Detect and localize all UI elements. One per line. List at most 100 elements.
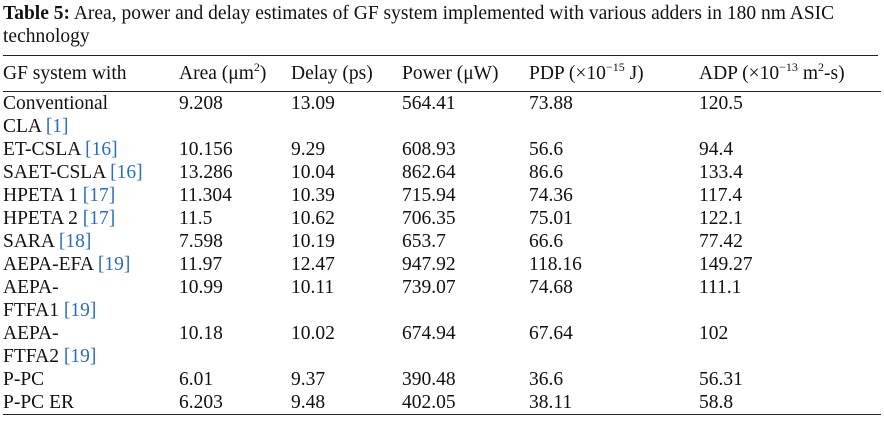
table-row: HPETA 1 [17] 11.304 10.39 715.94 74.36 117.4 [3,184,881,207]
cell-system: HPETA 1 [17] [3,184,179,207]
cell-delay: 9.37 [291,369,326,390]
cell-delay: 10.19 [291,231,335,252]
table-header: GF system with Area (μm2) Delay (ps) Pow… [3,56,881,92]
header-system: GF system with [3,56,179,92]
citation-link[interactable]: [16] [110,162,143,183]
citation-link[interactable]: [18] [58,231,92,252]
table-caption-label: Table 5: [3,3,71,24]
table-row: ET-CSLA [16] 10.156 9.29 608.93 56.6 94.4 [3,138,881,161]
cell-area: 7.598 [179,231,223,252]
citation-link[interactable]: [19] [63,300,97,321]
system-name-cont: FTFA2 [3,346,59,367]
citation-link[interactable]: [17] [82,208,116,229]
cell-power: 564.41 [402,93,456,114]
cell-area: 6.01 [179,369,214,390]
system-name-cont: FTFA1 [3,300,59,321]
cell-area: 10.156 [179,139,233,160]
cell-system: HPETA 2 [17] [3,207,179,230]
cell-system: SARA [18] [3,230,179,253]
cell-power: 739.07 [402,277,456,298]
citation-link[interactable]: [1] [45,116,69,137]
cell-system: SAET-CSLA [16] [3,161,179,184]
cell-area: 10.18 [179,323,223,344]
cell-area: 11.5 [179,208,213,229]
cell-area: 11.304 [179,185,232,206]
cell-system: P-PC ER [3,391,179,415]
table-row: Conventional CLA [1] 9.208 13.09 564.41 73.88… [3,92,881,139]
cell-area: 10.99 [179,277,223,298]
cell-power: 947.92 [402,254,456,275]
cell-system: ET-CSLA [16] [3,138,179,161]
cell-pdp: 74.36 [529,185,573,206]
cell-area: 13.286 [179,162,233,183]
header-pdp: PDP (×10−15 J) [529,56,699,92]
table-row: AEPA-EFA [19] 11.97 12.47 947.92 118.16 149.2… [3,253,881,276]
header-area: Area (μm2) [179,56,291,92]
cell-pdp: 75.01 [529,208,573,229]
cell-system: AEPA- FTFA2 [19] [3,322,179,368]
table-row: P-PC ER 6.203 9.48 402.05 38.11 58.8 [3,391,881,415]
cell-delay: 10.02 [291,323,335,344]
cell-area: 11.97 [179,254,223,275]
header-delay: Delay (ps) [291,56,402,92]
cell-delay: 10.04 [291,162,335,183]
cell-adp: 149.27 [699,254,753,275]
cell-delay: 9.29 [291,139,326,160]
cell-pdp: 66.6 [529,231,564,252]
system-name: SAET-CSLA [3,162,106,183]
system-name: HPETA 1 [3,185,78,206]
cell-area: 9.208 [179,93,223,114]
header-adp: ADP (×10−13 m2-s) [699,56,881,92]
system-name-cont: CLA [3,116,41,137]
table-top-rule [3,55,878,56]
citation-link[interactable]: [17] [82,185,116,206]
cell-delay: 12.47 [291,254,335,275]
cell-system: P-PC [3,368,179,391]
table-row: SARA [18] 7.598 10.19 653.7 66.6 77.42 [3,230,881,253]
table-row: HPETA 2 [17] 11.5 10.62 706.35 75.01 122.1 [3,207,881,230]
cell-pdp: 67.64 [529,323,573,344]
cell-pdp: 38.11 [529,391,699,415]
cell-system: Conventional CLA [1] [3,92,179,139]
cell-delay: 10.11 [291,277,335,298]
citation-link[interactable]: [16] [85,139,118,160]
system-name: P-PC ER [3,392,74,413]
cell-adp: 102 [699,323,729,344]
cell-adp: 77.42 [699,231,743,252]
cell-pdp: 86.6 [529,162,564,183]
table-row: P-PC 6.01 9.37 390.48 36.6 56.31 [3,368,881,391]
cell-adp: 58.8 [699,391,881,415]
header-row: GF system with Area (μm2) Delay (ps) Pow… [3,56,881,92]
table-body: Conventional CLA [1] 9.208 13.09 564.41 73.88… [3,92,881,415]
table-row: AEPA- FTFA2 [19] 10.18 10.02 674.94 67.64 102 [3,322,881,368]
system-name: AEPA- [3,277,59,298]
cell-pdp: 74.68 [529,277,573,298]
cell-delay: 13.09 [291,93,335,114]
table-caption-text: Area, power and delay estimates of GF sy… [3,3,835,47]
cell-delay: 9.48 [291,391,402,415]
cell-power: 608.93 [402,139,456,160]
cell-power: 402.05 [402,391,529,415]
system-name: AEPA-EFA [3,254,93,275]
cell-delay: 10.62 [291,208,335,229]
system-name: Conventional [3,93,109,114]
cell-power: 674.94 [402,323,456,344]
cell-power: 390.48 [402,369,456,390]
system-name: HPETA 2 [3,208,78,229]
header-power: Power (μW) [402,56,529,92]
cell-adp: 120.5 [699,93,743,114]
cell-system: AEPA-EFA [19] [3,253,179,276]
citation-link[interactable]: [19] [97,254,131,275]
system-name: SARA [3,231,54,252]
cell-pdp: 56.6 [529,139,564,160]
cell-adp: 133.4 [699,162,743,183]
cell-adp: 56.31 [699,369,743,390]
cell-adp: 117.4 [699,185,743,206]
cell-system: AEPA- FTFA1 [19] [3,276,179,322]
cell-pdp: 73.88 [529,93,573,114]
table-caption: Table 5: Area, power and delay estimates… [3,2,878,48]
citation-link[interactable]: [19] [63,346,97,367]
cell-pdp: 118.16 [529,254,582,275]
system-name: AEPA- [3,323,59,344]
cell-power: 653.7 [402,231,446,252]
